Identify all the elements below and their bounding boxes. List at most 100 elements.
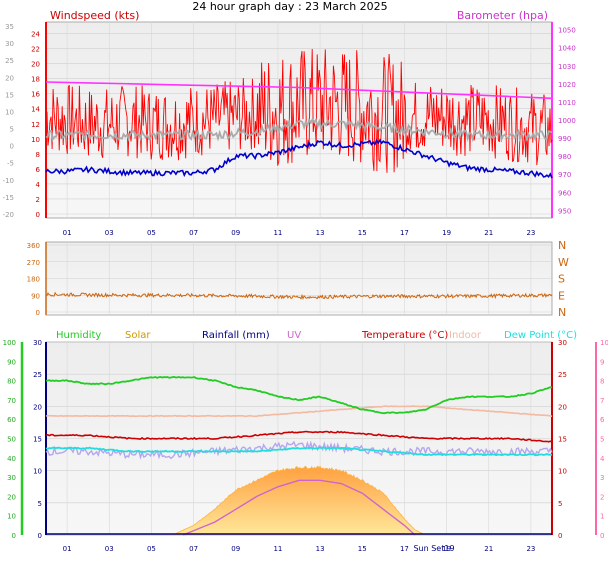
secondary-tick-label: 30	[5, 40, 14, 48]
compass-label: N	[558, 239, 566, 252]
x-tick-label: 03	[105, 545, 114, 553]
barometer-tick-label: 980	[558, 153, 571, 161]
x-tick-label: 01	[63, 545, 72, 553]
legend-label: UV	[287, 330, 301, 341]
direction-tick-label: 270	[27, 259, 40, 267]
x-axis-ticks-wind: 01 03 05 07 09 11 13 15 17 19 21 23	[63, 229, 536, 237]
secondary-tick-label: -20	[3, 211, 14, 219]
humidity-tick-label: 0	[12, 532, 16, 540]
legend-label: Humidity	[56, 330, 101, 341]
humidity-tick-label: 90	[7, 358, 16, 366]
series-temperature-blue	[45, 138, 553, 179]
wind-tick-label: 0	[36, 211, 40, 219]
far-right-tick-label: 0	[600, 532, 604, 540]
barometer-axis-label: Barometer (hpa)	[457, 9, 548, 22]
legend-label: Dew Point (°C)	[504, 330, 577, 341]
barometer-tick-label: 950	[558, 207, 571, 215]
wind-tick-label: 6	[36, 166, 41, 174]
series-dew-point	[45, 446, 553, 457]
rain-tick-label: 5	[38, 500, 42, 508]
far-right-tick-label: 3	[600, 474, 604, 482]
compass-label: W	[558, 256, 569, 269]
temperature-tick-label: 15	[558, 436, 567, 444]
series-indoor	[45, 405, 553, 418]
rain-tick-label: 0	[38, 532, 42, 540]
wind-tick-label: 10	[31, 136, 40, 144]
x-tick-label: 23	[526, 545, 535, 553]
rain-tick-label: 30	[33, 339, 42, 347]
series-humidity	[45, 375, 553, 415]
series-barometer	[45, 81, 553, 100]
x-tick-label: 03	[105, 229, 114, 237]
climate-legend: Humidity Solar Rainfall (mm) UV Temperature …	[56, 330, 577, 341]
far-right-tick-label: 2	[600, 493, 604, 501]
secondary-tick-label: 0	[10, 143, 14, 151]
far-right-tick-label: 6	[600, 416, 605, 424]
humidity-tick-label: 80	[7, 378, 16, 386]
series-temperature	[45, 430, 553, 443]
legend-label: Rainfall (mm)	[202, 330, 270, 341]
wind-tick-label: 12	[31, 121, 40, 129]
x-tick-label: 09	[231, 545, 240, 553]
x-tick-label: 21	[484, 545, 493, 553]
humidity-tick-label: 70	[7, 397, 16, 405]
far-right-tick-label: 5	[600, 436, 604, 444]
humidity-tick-label: 100	[3, 339, 16, 347]
barometer-tick-label: 970	[558, 171, 571, 179]
wind-tick-label: 14	[31, 106, 40, 114]
barometer-ticks: 950 960 970 980 990 1000 1010 1020 1030 1040 1050	[558, 27, 576, 216]
x-tick-label: 15	[358, 229, 367, 237]
secondary-tick-label: 10	[5, 108, 14, 116]
legend-label: Solar	[125, 330, 151, 341]
x-tick-label: 09	[231, 229, 240, 237]
wind-tick-label: 8	[36, 151, 40, 159]
barometer-tick-label: 1030	[558, 63, 576, 71]
secondary-tick-label: 20	[5, 74, 14, 82]
humidity-tick-label: 40	[7, 455, 16, 463]
x-tick-label: 11	[273, 229, 282, 237]
climate-panel: Humidity Solar Rainfall (mm) UV Temperature …	[3, 330, 608, 553]
series-wind-direction	[45, 291, 553, 301]
secondary-tick-label: 15	[5, 91, 14, 99]
barometer-tick-label: 1020	[558, 81, 576, 89]
x-tick-label: 17	[400, 229, 409, 237]
climate-left-ticks: 0 10 20 30 40 50 60 70 80 90 100 0 5 10 15 20 25 30	[3, 339, 42, 540]
secondary-tick-label: -15	[3, 194, 14, 202]
x-tick-label: 19	[442, 545, 451, 553]
wind-panel: Windspeed (kts) Barometer (hpa) 02468101…	[3, 9, 576, 237]
temperature-tick-label: 20	[558, 403, 567, 411]
wind-series	[45, 48, 553, 179]
direction-tick-label: 360	[27, 242, 40, 250]
windspeed-axis-label: Windspeed (kts)	[50, 9, 139, 22]
series-solar	[172, 465, 426, 536]
x-tick-label: 05	[147, 545, 156, 553]
secondary-tick-label: -5	[7, 160, 14, 168]
series-wind-average	[45, 117, 553, 143]
x-tick-label: 07	[189, 229, 198, 237]
humidity-tick-label: 30	[7, 474, 16, 482]
rain-tick-label: 15	[33, 436, 42, 444]
x-tick-label: 17	[400, 545, 409, 553]
x-tick-label: 07	[189, 545, 198, 553]
far-right-tick-label: 7	[600, 397, 604, 405]
temperature-tick-label: 25	[558, 371, 567, 379]
barometer-tick-label: 990	[558, 135, 571, 143]
x-tick-label: 05	[147, 229, 156, 237]
x-tick-label: 15	[358, 545, 367, 553]
barometer-tick-label: 1050	[558, 27, 576, 35]
barometer-tick-label: 1040	[558, 45, 576, 53]
secondary-tick-label: 25	[5, 57, 14, 65]
direction-ticks: 0 90 180 270 360	[27, 242, 40, 317]
climate-right-ticks: 0 5 10 15 20 25 30 0 1 2 3 4 5 6 7 8 9 10	[558, 339, 608, 540]
wind-tick-label: 16	[31, 91, 40, 99]
secondary-tick-label: -10	[3, 177, 14, 185]
legend-label: Indoor	[449, 330, 482, 341]
barometer-tick-label: 960	[558, 189, 571, 197]
far-right-tick-label: 4	[600, 455, 605, 463]
far-right-tick-label: 10	[600, 339, 608, 347]
wind-tick-label: 20	[31, 61, 40, 69]
x-tick-label: 23	[526, 229, 535, 237]
